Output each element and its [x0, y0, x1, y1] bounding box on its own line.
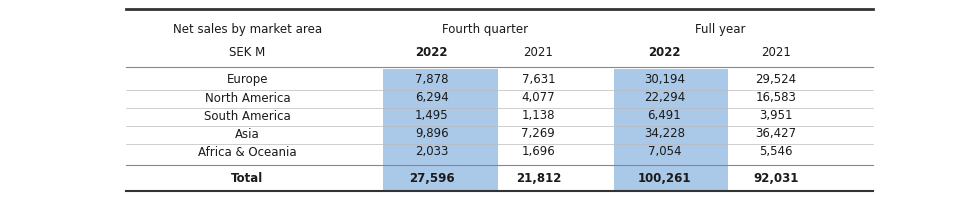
Text: SEK M: SEK M	[229, 46, 266, 59]
Text: 7,054: 7,054	[647, 146, 680, 159]
Text: Europe: Europe	[227, 73, 267, 86]
Text: 2022: 2022	[415, 46, 448, 59]
Text: 27,596: 27,596	[408, 172, 454, 185]
Text: Asia: Asia	[234, 127, 260, 140]
Text: 21,812: 21,812	[516, 172, 560, 185]
Text: 1,495: 1,495	[415, 110, 448, 123]
Text: Fourth quarter: Fourth quarter	[442, 22, 527, 35]
Text: 2022: 2022	[647, 46, 680, 59]
Text: 2,033: 2,033	[415, 146, 448, 159]
Text: 7,631: 7,631	[521, 73, 554, 86]
Bar	[613, 69, 728, 191]
Text: 9,896: 9,896	[415, 127, 448, 140]
Text: Full year: Full year	[694, 22, 745, 35]
Text: 22,294: 22,294	[643, 91, 684, 104]
Text: 30,194: 30,194	[643, 73, 684, 86]
Text: 3,951: 3,951	[759, 110, 792, 123]
Text: 7,269: 7,269	[521, 127, 554, 140]
Text: 34,228: 34,228	[643, 127, 684, 140]
Text: 100,261: 100,261	[637, 172, 691, 185]
Text: 36,427: 36,427	[755, 127, 796, 140]
Bar	[383, 69, 497, 191]
Text: South America: South America	[203, 110, 291, 123]
Text: 16,583: 16,583	[755, 91, 796, 104]
Text: 7,878: 7,878	[415, 73, 448, 86]
Text: 4,077: 4,077	[521, 91, 554, 104]
Text: North America: North America	[204, 91, 290, 104]
Text: 2021: 2021	[761, 46, 790, 59]
Text: 6,294: 6,294	[415, 91, 448, 104]
Text: 2021: 2021	[523, 46, 552, 59]
Text: 6,491: 6,491	[647, 110, 680, 123]
Text: Africa & Oceania: Africa & Oceania	[198, 146, 297, 159]
Text: 5,546: 5,546	[759, 146, 792, 159]
Text: 1,138: 1,138	[521, 110, 554, 123]
Text: Total: Total	[231, 172, 264, 185]
Text: 29,524: 29,524	[755, 73, 796, 86]
Text: Net sales by market area: Net sales by market area	[172, 22, 322, 35]
Text: 1,696: 1,696	[521, 146, 554, 159]
Text: 92,031: 92,031	[753, 172, 797, 185]
